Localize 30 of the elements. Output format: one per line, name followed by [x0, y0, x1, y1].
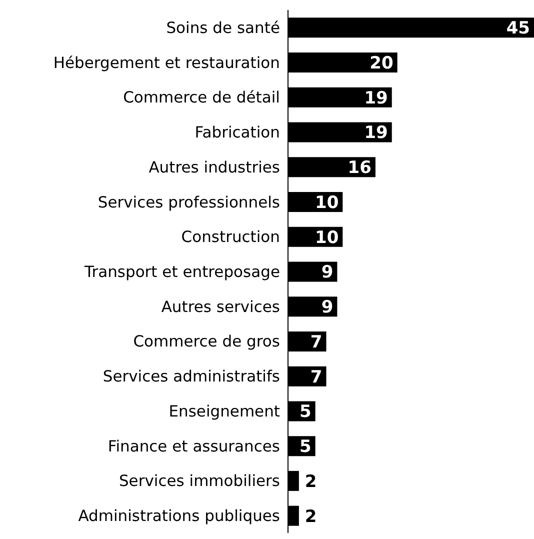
y-tick-label: Autres services [161, 298, 280, 316]
y-tick-label: Autres industries [148, 158, 280, 176]
y-tick-label: Commerce de gros [133, 332, 280, 351]
y-tick-label: Soins de santé [166, 18, 280, 37]
data-label: 19 [364, 88, 388, 108]
y-tick-label: Administrations publiques [78, 507, 280, 526]
data-label: 5 [299, 402, 312, 422]
data-label: 10 [314, 192, 339, 213]
data-label: 20 [370, 53, 394, 74]
y-tick-label: Enseignement [168, 402, 280, 420]
data-label: 7 [310, 332, 322, 352]
data-label: 19 [364, 123, 388, 144]
y-tick-label: Construction [181, 228, 280, 246]
y-tick-label: Commerce de détail [123, 88, 280, 107]
data-label: 16 [348, 158, 372, 178]
data-label: 2 [304, 472, 317, 492]
data-label: 10 [314, 228, 339, 248]
y-tick-label: Hébergement et restauration [53, 54, 280, 72]
data-label: 9 [321, 298, 334, 318]
y-tick-label: Finance et assurances [108, 437, 280, 456]
data-label: 2 [304, 506, 317, 527]
data-label: 45 [506, 18, 530, 39]
data-label: 9 [321, 262, 334, 283]
y-tick-label: Services administratifs [102, 368, 280, 386]
y-tick-label: Transport et entreposage [84, 263, 280, 282]
y-tick-label: Services immobiliers [118, 472, 280, 490]
data-label: 5 [299, 437, 312, 458]
data-label: 7 [310, 367, 322, 388]
y-tick-label: Services professionnels [98, 193, 280, 212]
y-tick-label: Fabrication [194, 124, 280, 142]
